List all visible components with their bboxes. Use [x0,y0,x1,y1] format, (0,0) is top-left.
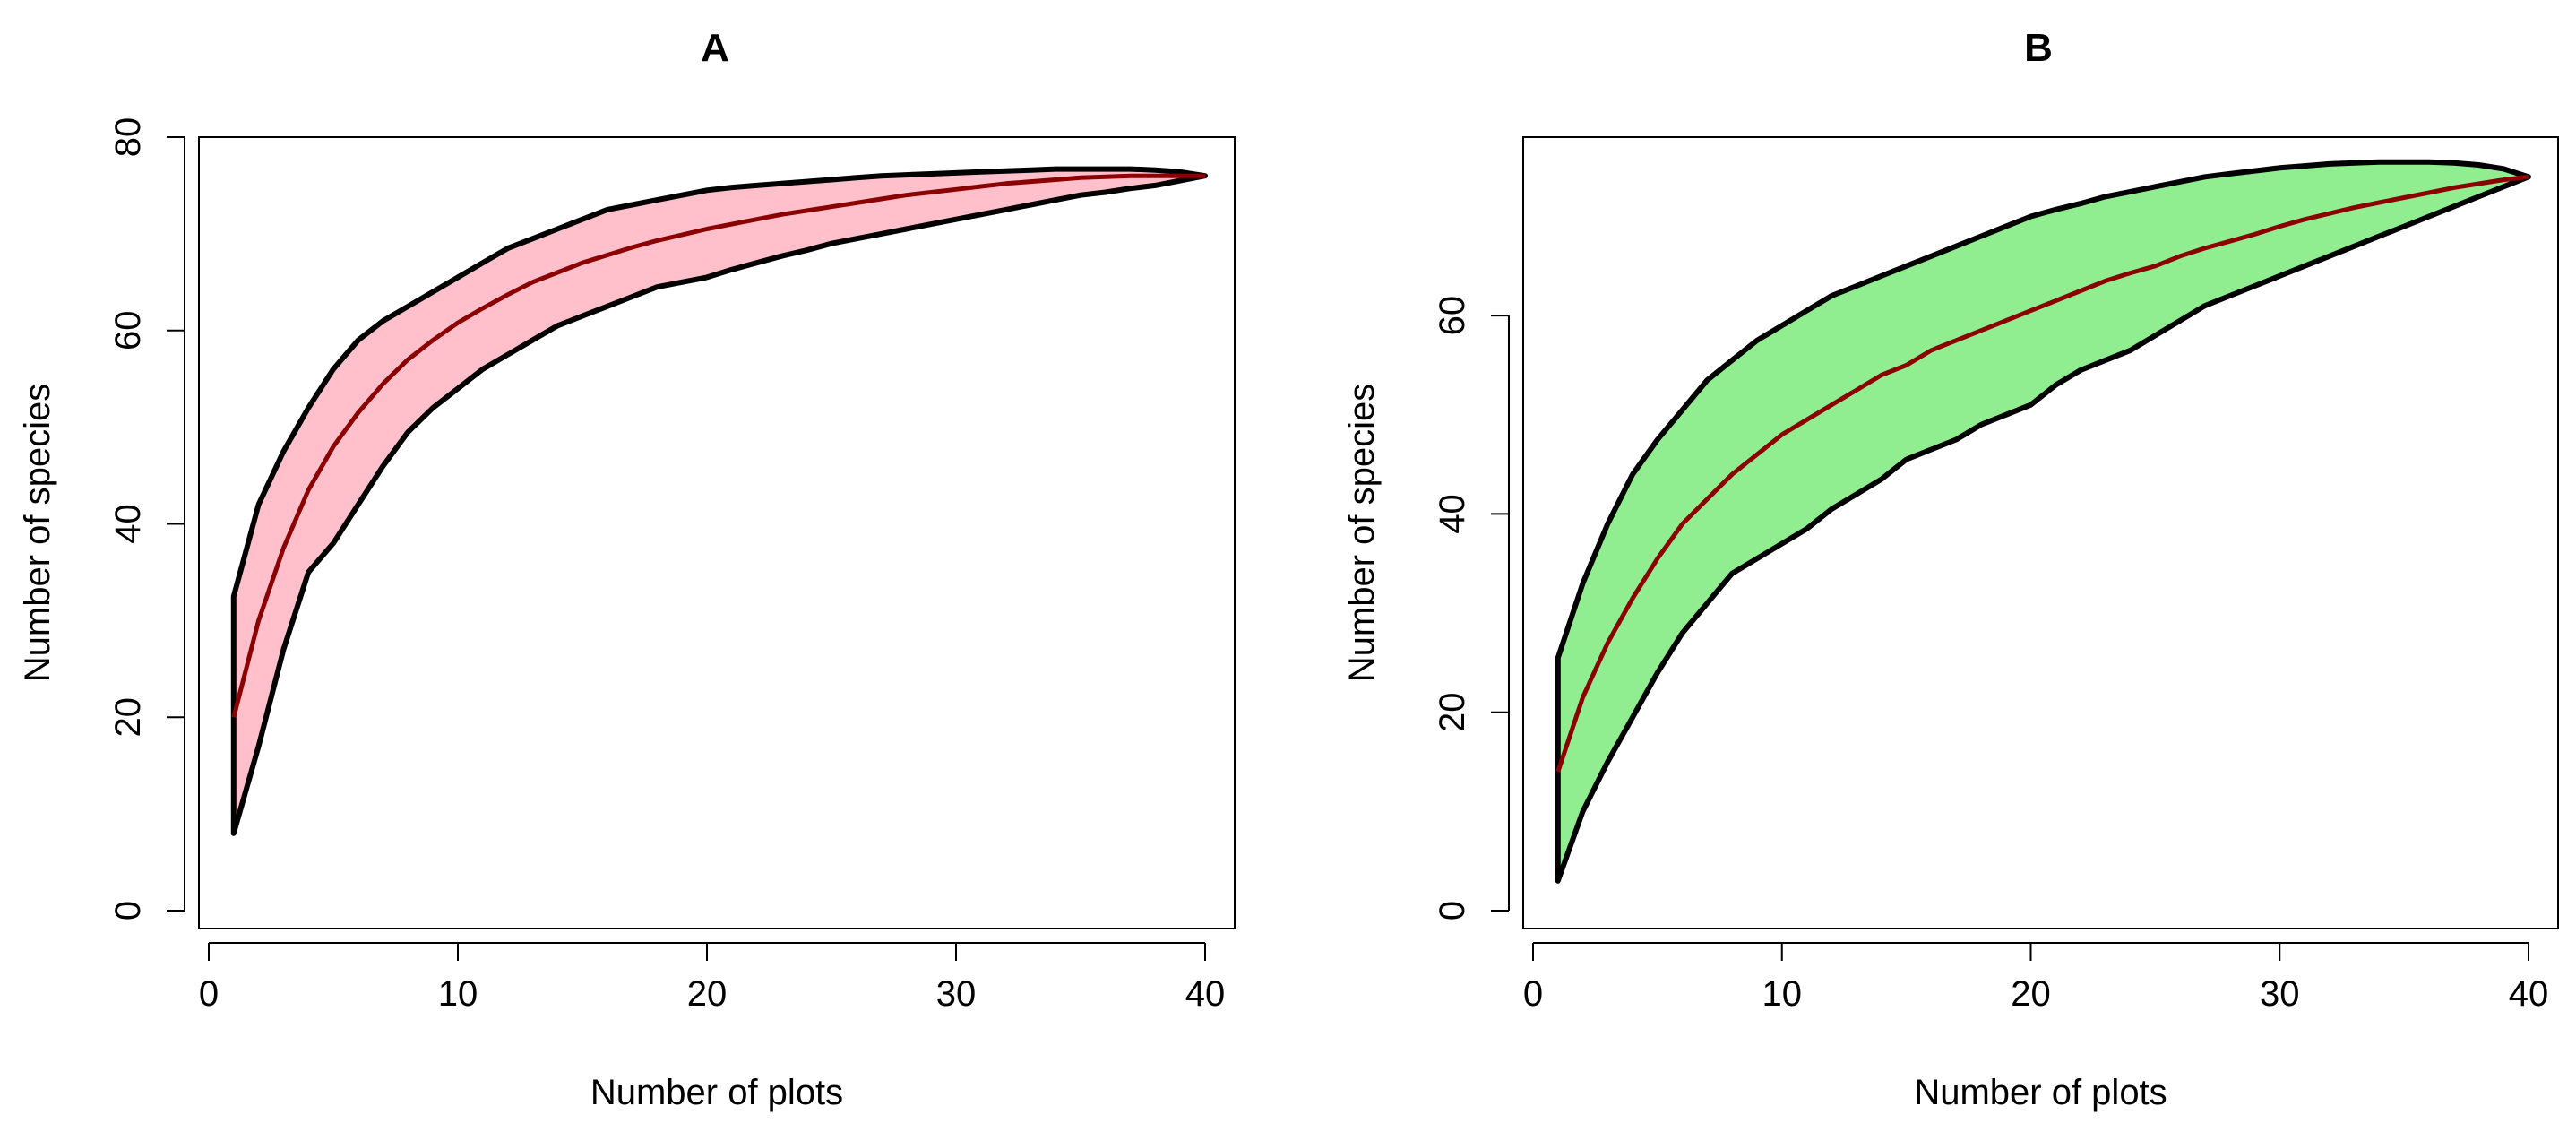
x-tick-label: 10 [438,974,478,1014]
y-tick-label: 80 [108,117,148,158]
y-tick-label: 20 [108,697,148,738]
mean-line [1555,174,2529,773]
y-axis: 0 20 40 60 [1433,296,1510,920]
y-axis-label: Number of species [18,384,57,682]
x-tick-label: 20 [2011,974,2051,1014]
x-tick-label: 10 [1762,974,1803,1014]
panel-title: A [701,26,729,70]
x-tick-label: 30 [2260,974,2300,1014]
y-tick-label: 60 [108,311,148,351]
y-axis-label: Number of species [1342,384,1382,682]
panel-b: 0 10 20 30 40 0 20 40 60 B Number of plots Number o… [1342,26,2559,1112]
y-tick-label: 40 [108,504,148,544]
y-axis: 0 20 40 60 80 [108,117,185,920]
x-tick-label: 0 [199,974,219,1014]
panel-title: B [2024,26,2053,70]
y-tick-label: 40 [1433,494,1472,534]
mean-line [231,173,1205,718]
y-tick-label: 60 [1433,296,1472,336]
panel-a: 0 10 20 30 40 0 20 40 60 80 A Number of plots Number… [18,26,1236,1112]
y-tick-label: 20 [1433,692,1472,732]
y-tick-label: 0 [108,901,148,920]
x-axis-label: Number of plots [1914,1073,2167,1112]
plot-frame [1522,136,2559,929]
plot-frame [198,136,1236,929]
x-axis: 0 10 20 30 40 [1523,942,2549,1014]
x-tick-label: 40 [2509,974,2549,1014]
x-tick-label: 20 [687,974,728,1014]
x-axis-label: Number of plots [590,1073,843,1112]
x-axis: 0 10 20 30 40 [199,942,1226,1014]
confidence-band [1555,159,2531,884]
x-tick-label: 0 [1523,974,1543,1014]
x-tick-label: 30 [936,974,977,1014]
confidence-band [230,166,1208,836]
x-tick-label: 40 [1185,974,1226,1014]
y-tick-label: 0 [1433,901,1472,920]
